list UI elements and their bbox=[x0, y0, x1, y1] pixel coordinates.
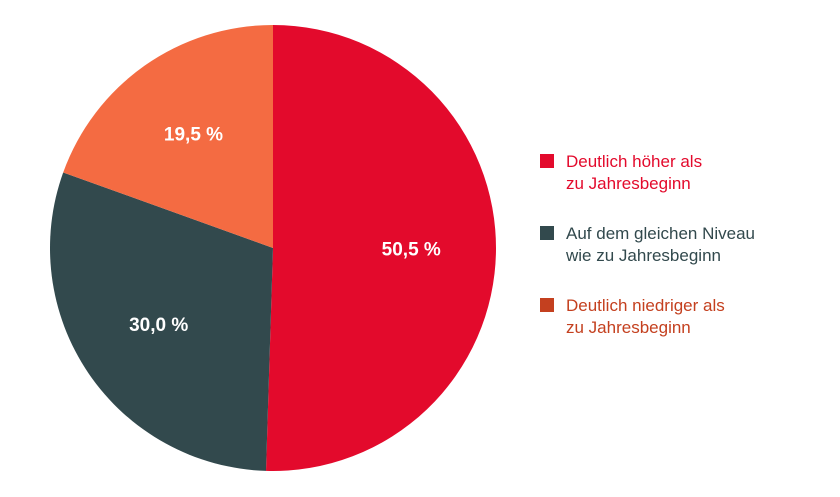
legend-label-1: Deutlich höher als zu Jahresbeginn bbox=[566, 152, 702, 193]
pie-slice-3 bbox=[63, 25, 273, 248]
chart-legend: Deutlich höher als zu Jahresbeginn Auf dem… bbox=[540, 152, 755, 337]
legend-label-2: Auf dem gleichen Niveau wie zu Jahresbegi… bbox=[565, 224, 755, 265]
pie-slices bbox=[49, 25, 496, 471]
legend-item-3: Deutlich niedriger als zu Jahresbeginn bbox=[540, 296, 725, 337]
pie-slice-1 bbox=[265, 25, 496, 471]
pie-value-label-1: 50,5 % bbox=[382, 240, 441, 261]
legend-marker-3 bbox=[540, 298, 554, 312]
pie-value-labels: 50,5 % 30,0 % 19,5 % bbox=[129, 124, 441, 336]
legend-marker-1 bbox=[540, 154, 554, 168]
pie-slice-2 bbox=[49, 172, 273, 471]
legend-item-1: Deutlich höher als zu Jahresbeginn bbox=[540, 152, 702, 193]
pie-value-label-3: 19,5 % bbox=[164, 124, 223, 145]
legend-marker-2 bbox=[540, 226, 554, 240]
pie-value-label-2: 30,0 % bbox=[129, 315, 188, 336]
legend-label-3: Deutlich niedriger als zu Jahresbeginn bbox=[566, 296, 725, 337]
legend-item-2: Auf dem gleichen Niveau wie zu Jahresbegi… bbox=[540, 224, 755, 265]
